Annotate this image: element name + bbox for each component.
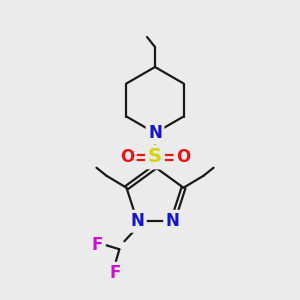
Text: F: F — [92, 236, 103, 254]
Text: O: O — [120, 148, 134, 166]
Text: S: S — [148, 148, 162, 166]
Text: N: N — [148, 124, 162, 142]
Text: F: F — [110, 264, 121, 282]
Text: O: O — [176, 148, 190, 166]
Text: N: N — [130, 212, 144, 230]
Text: N: N — [166, 212, 180, 230]
